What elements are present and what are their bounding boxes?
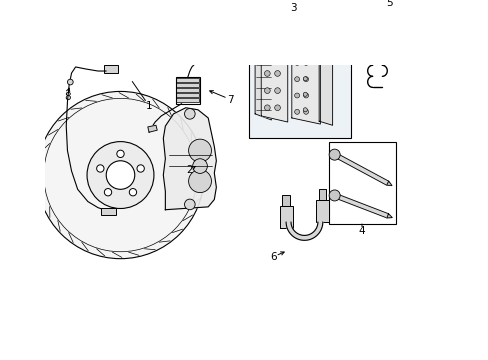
Circle shape <box>264 71 270 76</box>
Bar <box>176 78 199 82</box>
Text: 8: 8 <box>64 92 71 102</box>
Bar <box>279 206 292 228</box>
Circle shape <box>106 161 135 189</box>
Bar <box>176 93 199 97</box>
Circle shape <box>274 105 280 111</box>
Circle shape <box>294 93 299 98</box>
Circle shape <box>294 109 299 114</box>
Circle shape <box>67 79 73 85</box>
Circle shape <box>264 105 270 111</box>
Circle shape <box>303 109 308 114</box>
Circle shape <box>328 190 340 201</box>
Circle shape <box>129 189 136 196</box>
Circle shape <box>303 60 308 65</box>
Circle shape <box>188 139 211 162</box>
Text: 7: 7 <box>227 95 233 105</box>
Circle shape <box>303 77 308 82</box>
Text: 5: 5 <box>386 0 392 8</box>
Polygon shape <box>285 222 322 240</box>
Bar <box>189 60 206 63</box>
Bar <box>175 77 200 104</box>
Polygon shape <box>255 24 271 120</box>
Text: 1: 1 <box>145 101 152 111</box>
Polygon shape <box>319 40 332 125</box>
Circle shape <box>303 77 306 81</box>
Bar <box>189 51 206 55</box>
Circle shape <box>303 93 308 98</box>
Bar <box>105 14 115 17</box>
Polygon shape <box>386 181 391 185</box>
Circle shape <box>264 88 270 94</box>
Bar <box>104 17 116 24</box>
Polygon shape <box>261 32 287 122</box>
Circle shape <box>274 88 280 94</box>
Text: 4: 4 <box>358 226 365 237</box>
Bar <box>176 83 199 87</box>
Circle shape <box>303 92 306 96</box>
Bar <box>248 16 350 138</box>
Polygon shape <box>163 108 216 210</box>
Circle shape <box>137 165 144 172</box>
Circle shape <box>274 54 280 59</box>
Polygon shape <box>333 153 388 185</box>
Bar <box>130 40 143 48</box>
Circle shape <box>37 91 203 259</box>
Bar <box>176 88 199 92</box>
Circle shape <box>97 165 104 172</box>
Circle shape <box>294 77 299 82</box>
Circle shape <box>192 159 207 174</box>
Bar <box>176 98 199 102</box>
Bar <box>189 45 206 64</box>
Circle shape <box>294 60 299 65</box>
Bar <box>189 48 206 51</box>
Bar <box>189 55 206 59</box>
Circle shape <box>184 109 195 119</box>
Polygon shape <box>386 214 391 218</box>
Circle shape <box>274 71 280 76</box>
Bar <box>105 5 115 9</box>
Circle shape <box>328 149 340 160</box>
Polygon shape <box>333 193 387 218</box>
Bar <box>316 199 329 222</box>
Text: 3: 3 <box>290 3 297 13</box>
Circle shape <box>188 170 211 193</box>
Circle shape <box>87 141 154 208</box>
Bar <box>282 195 289 206</box>
Circle shape <box>117 150 124 158</box>
Bar <box>105 9 115 13</box>
Circle shape <box>303 108 306 112</box>
Polygon shape <box>291 39 320 124</box>
Text: 2: 2 <box>186 165 193 175</box>
Bar <box>328 143 395 224</box>
Circle shape <box>104 189 111 196</box>
Circle shape <box>184 199 195 210</box>
Polygon shape <box>147 125 157 132</box>
Bar <box>319 189 326 199</box>
Bar <box>101 208 115 215</box>
Text: 6: 6 <box>269 252 276 262</box>
Circle shape <box>44 98 197 252</box>
Circle shape <box>264 54 270 59</box>
Bar <box>104 65 118 73</box>
